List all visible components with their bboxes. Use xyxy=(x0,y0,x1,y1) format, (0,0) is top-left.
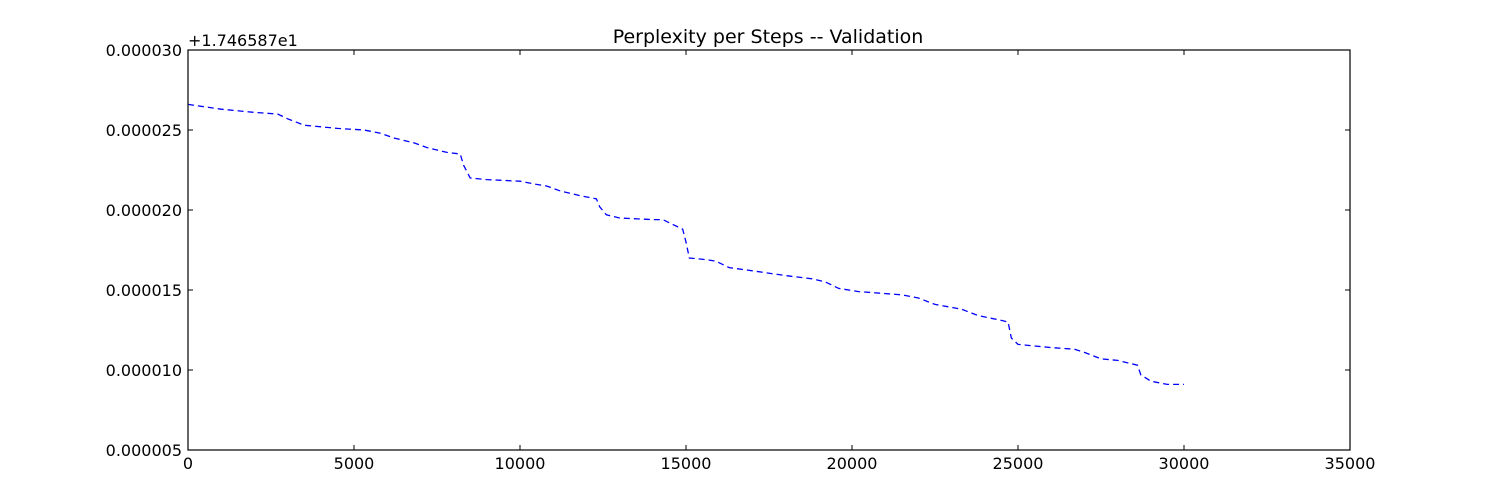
plot-frame xyxy=(187,49,1351,451)
chart-title: Perplexity per Steps -- Validation xyxy=(613,26,924,48)
y-tick-label: 0.000005 xyxy=(106,441,182,460)
y-tick-label: 0.000010 xyxy=(106,361,182,380)
x-tick-label: 35000 xyxy=(1325,454,1376,473)
x-tick-label: 25000 xyxy=(993,454,1044,473)
y-tick-label: 0.000015 xyxy=(106,281,182,300)
x-tick-label: 20000 xyxy=(827,454,878,473)
x-tick-label: 30000 xyxy=(1159,454,1210,473)
y-tick-label: 0.000020 xyxy=(106,201,182,220)
series-line xyxy=(187,103,1184,386)
y-tick-label: 0.000025 xyxy=(106,121,182,140)
x-tick-label: 10000 xyxy=(495,454,546,473)
x-tick-label: 0 xyxy=(183,454,193,473)
y-axis-offset-label: +1.746587e1 xyxy=(188,31,298,50)
x-tick-label: 5000 xyxy=(334,454,375,473)
x-tick-label: 15000 xyxy=(661,454,712,473)
plot-area: 0 5000 10000 15000 20000 25000 30000 35000 0.000… xyxy=(106,41,1376,473)
y-tick-label: 0.000030 xyxy=(106,41,182,60)
